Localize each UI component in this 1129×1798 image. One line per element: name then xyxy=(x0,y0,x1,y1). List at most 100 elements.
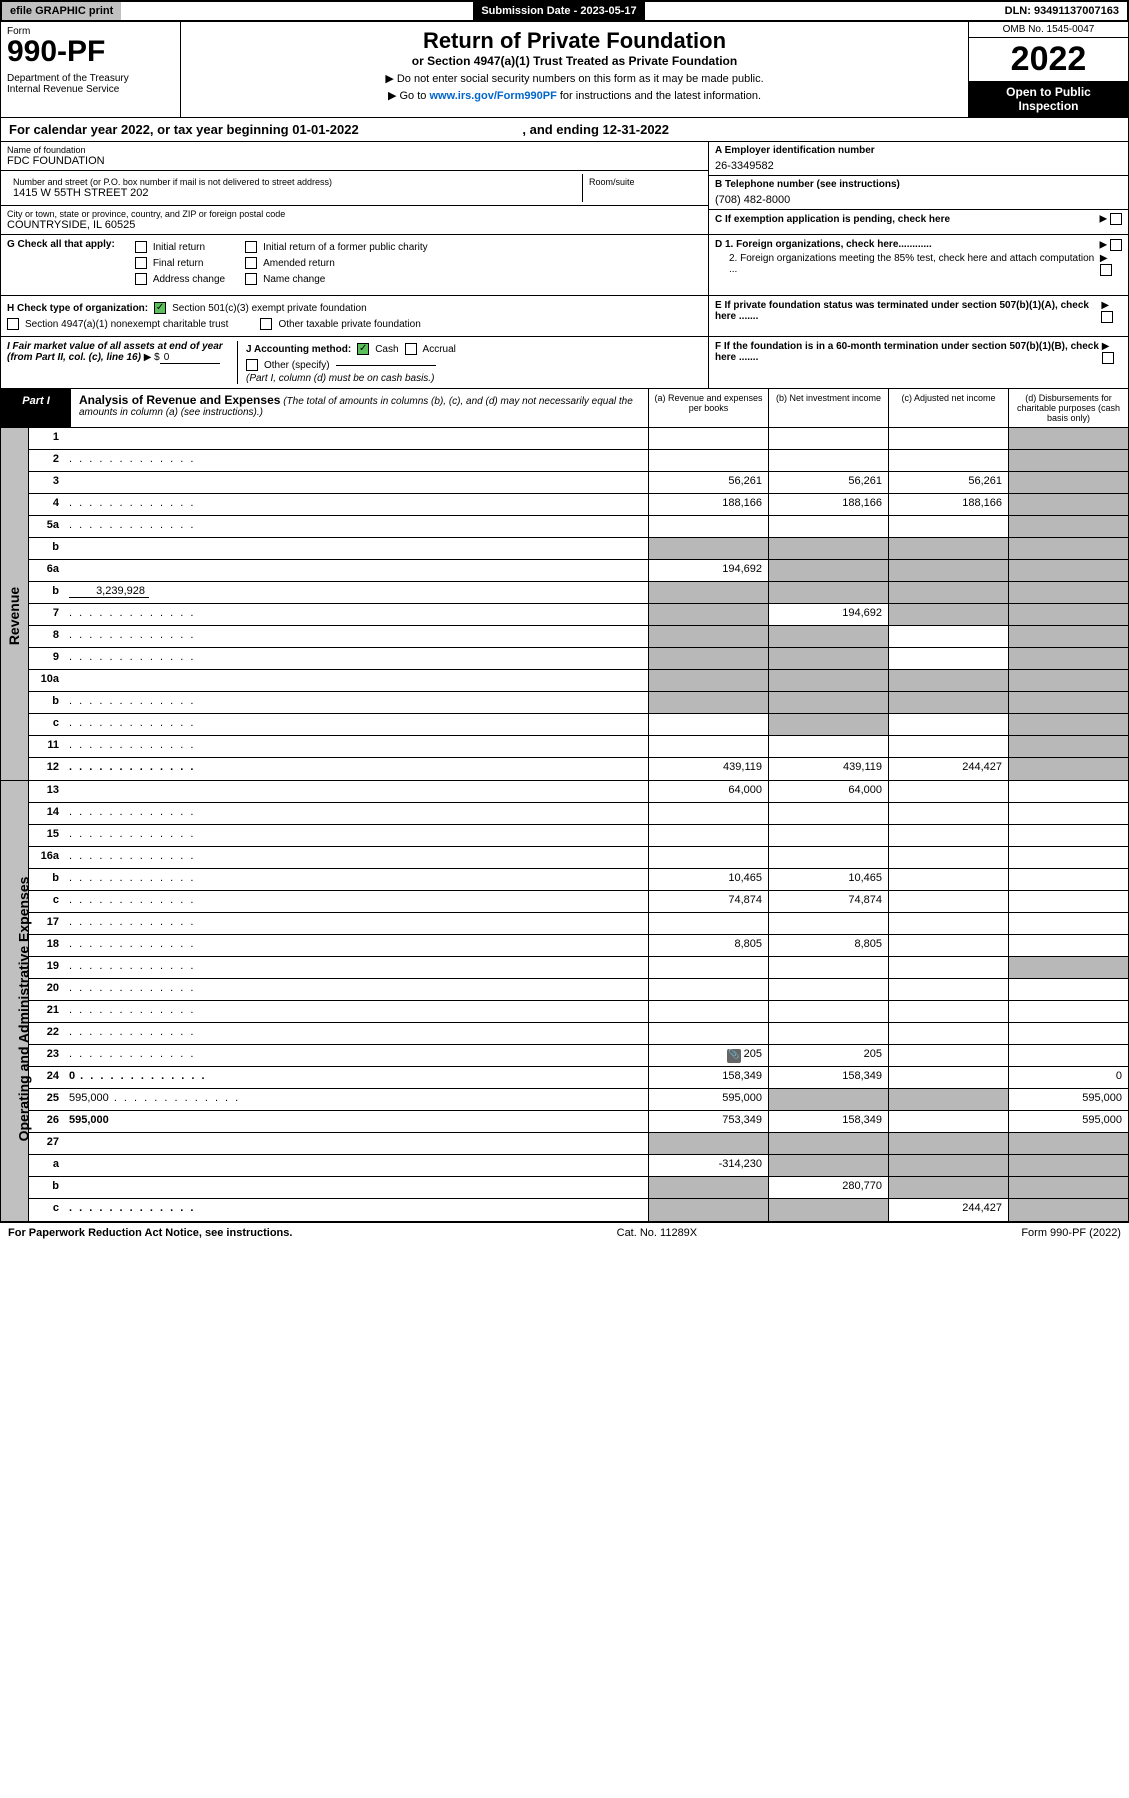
col-a-value xyxy=(648,803,768,824)
col-a-value: 10,465 xyxy=(648,869,768,890)
col-a-value: 439,119 xyxy=(648,758,768,780)
c-checkbox[interactable] xyxy=(1110,213,1122,225)
row-number: a xyxy=(29,1155,65,1176)
row-description: 595,000 xyxy=(65,1111,648,1132)
form-title: Return of Private Foundation xyxy=(191,28,958,54)
row-number: 14 xyxy=(29,803,65,824)
instr2-pre: ▶ Go to xyxy=(388,90,429,102)
attachment-icon[interactable]: 📎 xyxy=(727,1049,741,1063)
row-description xyxy=(65,979,648,1000)
row-number: 26 xyxy=(29,1111,65,1132)
col-b-value xyxy=(768,825,888,846)
d1-label: D 1. Foreign organizations, check here..… xyxy=(715,239,932,251)
col-c-value xyxy=(888,847,1008,868)
col-c-value xyxy=(888,670,1008,691)
col-c-value xyxy=(888,1111,1008,1132)
col-d-value xyxy=(1008,1045,1128,1066)
col-a-value xyxy=(648,670,768,691)
j-other-checkbox[interactable] xyxy=(246,359,258,371)
col-c-value xyxy=(888,891,1008,912)
col-c-value xyxy=(888,516,1008,537)
d1-checkbox[interactable] xyxy=(1110,239,1122,251)
col-c-value: 188,166 xyxy=(888,494,1008,515)
row-number: 13 xyxy=(29,781,65,802)
table-row: 19 xyxy=(29,957,1128,979)
col-d-value xyxy=(1008,935,1128,956)
g-name-checkbox[interactable] xyxy=(245,273,257,285)
col-c-value: 56,261 xyxy=(888,472,1008,493)
col-a-header: (a) Revenue and expenses per books xyxy=(648,389,768,427)
row-number: 17 xyxy=(29,913,65,934)
table-row: 12439,119439,119244,427 xyxy=(29,758,1128,780)
col-b-value: 64,000 xyxy=(768,781,888,802)
d2-checkbox[interactable] xyxy=(1100,264,1112,276)
f-checkbox[interactable] xyxy=(1102,352,1114,364)
j-cash-checkbox[interactable] xyxy=(357,343,369,355)
h-501c3-checkbox[interactable] xyxy=(154,302,166,314)
col-b-value: 194,692 xyxy=(768,604,888,625)
row-description: 3,239,928 xyxy=(65,582,648,603)
col-a-value xyxy=(648,450,768,471)
row-description: 0 xyxy=(65,1067,648,1088)
j-accrual-checkbox[interactable] xyxy=(405,343,417,355)
row-number: c xyxy=(29,1199,65,1221)
col-a-value xyxy=(648,825,768,846)
j-other: Other (specify) xyxy=(264,360,330,371)
col-d-value xyxy=(1008,847,1128,868)
row-description xyxy=(65,1001,648,1022)
form-link[interactable]: www.irs.gov/Form990PF xyxy=(429,90,556,102)
row-number: 12 xyxy=(29,758,65,780)
col-d-value xyxy=(1008,560,1128,581)
g-opt-address: Address change xyxy=(153,274,225,285)
submission-date: Submission Date - 2023-05-17 xyxy=(473,2,644,20)
row-description xyxy=(65,538,648,559)
row-description xyxy=(65,803,648,824)
col-d-value xyxy=(1008,1001,1128,1022)
calendar-year-row: For calendar year 2022, or tax year begi… xyxy=(0,118,1129,142)
col-a-value: 188,166 xyxy=(648,494,768,515)
row-number: 2 xyxy=(29,450,65,471)
j-other-input[interactable] xyxy=(336,365,436,366)
table-row: 21 xyxy=(29,1001,1128,1023)
table-row: 22 xyxy=(29,1023,1128,1045)
g-opt-initial: Initial return xyxy=(153,242,205,253)
col-a-value xyxy=(648,626,768,647)
name-label: Name of foundation xyxy=(7,145,702,155)
instruction-1: ▶ Do not enter social security numbers o… xyxy=(191,72,958,85)
g-initial-checkbox[interactable] xyxy=(135,241,147,253)
col-d-value xyxy=(1008,494,1128,515)
col-b-value: 439,119 xyxy=(768,758,888,780)
col-b-value: 158,349 xyxy=(768,1067,888,1088)
row-description xyxy=(65,736,648,757)
row-description xyxy=(65,516,648,537)
g-amended-checkbox[interactable] xyxy=(245,257,257,269)
e-checkbox[interactable] xyxy=(1101,311,1113,323)
page-footer: For Paperwork Reduction Act Notice, see … xyxy=(0,1222,1129,1243)
col-d-value xyxy=(1008,626,1128,647)
g-final-checkbox[interactable] xyxy=(135,257,147,269)
col-d-value xyxy=(1008,825,1128,846)
row-description xyxy=(65,450,648,471)
col-a-value: 194,692 xyxy=(648,560,768,581)
h-4947-checkbox[interactable] xyxy=(7,318,19,330)
g-opt-final: Final return xyxy=(153,258,204,269)
row-description xyxy=(65,1133,648,1154)
h-other-checkbox[interactable] xyxy=(260,318,272,330)
col-c-value xyxy=(888,428,1008,449)
row-number: b xyxy=(29,692,65,713)
col-a-value: 74,874 xyxy=(648,891,768,912)
g-address-checkbox[interactable] xyxy=(135,273,147,285)
instr2-post: for instructions and the latest informat… xyxy=(557,90,761,102)
ein-value: 26-3349582 xyxy=(715,160,1122,172)
col-c-value xyxy=(888,1133,1008,1154)
col-b-value: 56,261 xyxy=(768,472,888,493)
g-initial-former-checkbox[interactable] xyxy=(245,241,257,253)
row-description xyxy=(65,1199,648,1221)
col-d-value xyxy=(1008,1023,1128,1044)
efile-label[interactable]: efile GRAPHIC print xyxy=(2,2,121,20)
table-row: 6a194,692 xyxy=(29,560,1128,582)
g-opt-name: Name change xyxy=(263,274,325,285)
col-b-value xyxy=(768,1089,888,1110)
table-row: a-314,230 xyxy=(29,1155,1128,1177)
cal-year-begin: For calendar year 2022, or tax year begi… xyxy=(9,122,359,137)
